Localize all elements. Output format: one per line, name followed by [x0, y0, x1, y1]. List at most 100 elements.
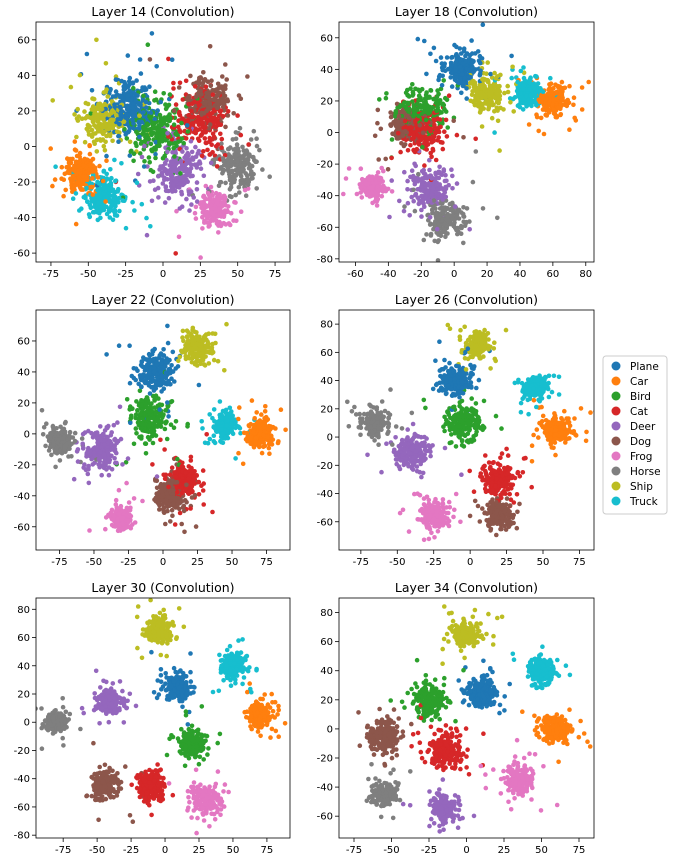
point-deer [452, 204, 458, 209]
point-ship [103, 112, 108, 118]
point-ship [511, 109, 516, 114]
point-bird [151, 120, 157, 126]
point-cat [195, 114, 201, 120]
point-ship [99, 114, 105, 120]
point-ship [493, 75, 499, 81]
point-car [259, 412, 264, 417]
y-tick-label: 40 [17, 71, 30, 82]
point-deer [407, 213, 413, 218]
point-horse [461, 214, 467, 219]
point-bird [139, 140, 144, 145]
point-horse [254, 136, 259, 141]
x-tick-label: 0 [451, 269, 457, 280]
point-ship [90, 131, 96, 137]
point-deer [99, 472, 104, 478]
point-frog [211, 217, 217, 222]
point-dog [388, 123, 394, 128]
point-frog [202, 205, 208, 211]
point-frog [192, 210, 198, 216]
point-horse [473, 149, 479, 154]
point-deer [157, 167, 162, 172]
point-dog [420, 130, 426, 135]
point-frog [374, 198, 380, 204]
point-truck [85, 199, 90, 204]
point-car [50, 183, 55, 189]
point-plane [141, 164, 147, 169]
point-cat [442, 129, 447, 134]
point-frog [379, 193, 385, 199]
point-deer [419, 214, 424, 219]
point-dog [376, 157, 382, 162]
point-horse [229, 181, 234, 187]
y-tick-label: 0 [24, 142, 30, 153]
point-plane [125, 53, 131, 58]
point-deer [187, 173, 193, 178]
point-truck [110, 217, 116, 223]
point-bird [154, 133, 159, 139]
point-cat [189, 101, 195, 106]
point-frog [176, 234, 182, 240]
point-cat [207, 135, 212, 141]
point-deer [174, 175, 179, 181]
scatter-points [48, 31, 273, 260]
point-dog [220, 84, 225, 90]
point-bird [404, 107, 410, 112]
point-cat [411, 131, 416, 137]
point-deer [71, 476, 77, 482]
point-horse [218, 179, 224, 185]
point-plane [464, 96, 470, 101]
point-cat [173, 251, 178, 256]
point-plane [127, 75, 133, 81]
point-horse [243, 171, 248, 176]
point-cat [205, 147, 210, 153]
point-truck [529, 100, 534, 106]
point-truck [521, 75, 527, 81]
point-cat [198, 133, 204, 138]
point-ship [474, 90, 480, 95]
point-truck [527, 87, 532, 92]
point-frog [343, 176, 349, 181]
point-plane [126, 128, 132, 134]
point-bird [415, 101, 420, 107]
point-frog [225, 209, 231, 214]
point-ship [510, 64, 515, 70]
point-cat [204, 117, 209, 122]
point-deer [387, 214, 392, 220]
point-plane [129, 105, 135, 111]
point-horse [243, 193, 249, 198]
point-horse [254, 143, 260, 149]
point-horse [40, 432, 46, 437]
point-bird [157, 140, 162, 145]
point-deer [413, 163, 419, 169]
point-truck [113, 178, 118, 184]
point-frog [210, 193, 215, 198]
point-horse [447, 201, 453, 207]
point-ship [103, 61, 109, 66]
point-cat [389, 155, 394, 161]
point-frog [200, 226, 205, 231]
point-deer [142, 143, 147, 149]
point-deer [389, 178, 395, 183]
point-cat [197, 127, 202, 132]
point-deer [195, 162, 200, 167]
point-ship [505, 89, 511, 95]
point-dog [211, 97, 217, 103]
point-ship [469, 92, 475, 97]
point-dog [207, 44, 213, 49]
point-deer [189, 202, 194, 207]
point-deer [198, 166, 204, 171]
point-plane [130, 114, 136, 119]
point-cat [440, 140, 445, 145]
point-plane [130, 110, 136, 115]
point-deer [427, 198, 433, 204]
point-frog [365, 181, 370, 187]
point-car [545, 91, 551, 97]
point-horse [211, 157, 217, 162]
point-truck [512, 95, 518, 100]
point-truck [70, 196, 76, 201]
point-truck [533, 73, 538, 79]
point-car [538, 115, 544, 121]
point-car [75, 180, 80, 185]
point-ship [479, 94, 485, 100]
point-dog [205, 79, 211, 84]
